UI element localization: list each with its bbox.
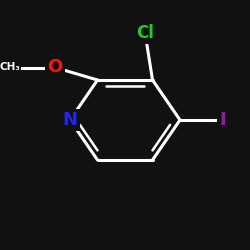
Text: CH₃: CH₃: [0, 62, 20, 72]
Text: O: O: [48, 58, 62, 76]
Text: I: I: [219, 111, 226, 129]
Text: Cl: Cl: [136, 24, 154, 42]
Text: N: N: [62, 111, 78, 129]
